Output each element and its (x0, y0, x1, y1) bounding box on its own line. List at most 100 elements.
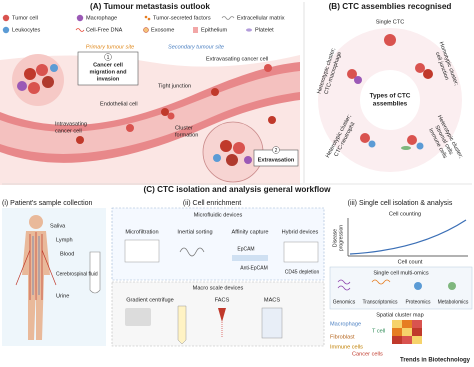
section-title: (ii) Cell enrichment (183, 200, 241, 207)
heat-cell (402, 320, 412, 328)
method-label: EpCAM (237, 246, 254, 252)
method-label: CD45 depletion (285, 269, 320, 275)
heat-cell (392, 328, 402, 336)
annotation: Cluster (175, 125, 193, 131)
legend-label: Platelet (255, 27, 274, 33)
primary-tumour (12, 54, 64, 106)
ctc (76, 136, 84, 144)
site-label: Primary tumour site (86, 44, 135, 50)
legend-label: Cell-Free DNA (86, 27, 123, 33)
ctc (167, 112, 175, 120)
cell-type-label: Cancer cells (352, 351, 383, 357)
stromal-cell (401, 146, 411, 150)
heat-cell (392, 320, 402, 328)
omics-label: Transcriptomics (362, 299, 398, 305)
legend-swatch (147, 17, 151, 21)
tumour-region (12, 54, 64, 106)
step-label: invasion (97, 76, 120, 82)
method-label: Affinity capture (232, 229, 269, 235)
omics-icon (371, 279, 391, 285)
leukocyte (50, 64, 58, 72)
step-label: Extravasation (258, 157, 295, 163)
legend-swatch (2, 26, 10, 34)
group-label: Microfluidic devices (194, 212, 243, 218)
analysis-label: Spatial cluster map (376, 312, 424, 318)
immune-cell (416, 142, 424, 150)
legend-swatch (144, 15, 148, 19)
tumor-cell (24, 68, 36, 80)
axis-title: progression (338, 225, 344, 251)
tumor-cell (28, 82, 40, 94)
vessel-lumen (0, 71, 300, 154)
sample-label: Saliva (50, 223, 66, 229)
device-icon (179, 247, 205, 257)
step-badge (104, 53, 112, 61)
analysis-label: Single cell multi-omics (373, 270, 429, 276)
tumor-cell (384, 34, 396, 46)
legend: Tumor cell Macrophage Tumor-secreted fac… (2, 14, 285, 34)
legend-label: Extracellular matrix (237, 15, 285, 21)
sample-label: Cerebrospinal fluid (56, 271, 98, 277)
cell-type-label: Fibroblast (330, 334, 355, 340)
omics-label: Genomics (333, 299, 356, 305)
step-label: Cancer cell (93, 62, 123, 68)
section-title: (i) Patient's sample collection (2, 200, 93, 207)
legend-label: Epithelium (201, 27, 227, 33)
sample-tube (89, 251, 101, 294)
leukocyte (213, 154, 221, 162)
human-body (15, 215, 57, 340)
device-icon (283, 241, 319, 263)
cell-type-label: Immune cells (330, 344, 363, 350)
group-label: Macro scale devices (193, 285, 244, 291)
tumor-cell (423, 69, 433, 79)
assembly-label: Single CTC (376, 19, 405, 25)
method-label: Microfiltration (125, 229, 158, 235)
site-label: Secondary tumour site (168, 44, 224, 50)
heat-cell (412, 328, 422, 336)
axis-title: Disease (332, 229, 338, 247)
section-title: (iii) Single cell isolation & analysis (348, 200, 453, 207)
omics-icon (337, 279, 351, 291)
cell-type-label: T cell (372, 328, 385, 334)
vessels (15, 232, 57, 300)
cell-type-label: Macrophage (330, 321, 361, 327)
heatmap (392, 320, 422, 344)
tumor-cell (233, 142, 245, 154)
method-label: Gradient centrifuge (126, 297, 174, 303)
heat-cell (402, 328, 412, 336)
omics-label: Metabolomics (438, 299, 469, 305)
annotation: Intravasating (55, 121, 87, 127)
center-label: assemblies (373, 101, 408, 108)
center-label: Types of CTC (370, 93, 411, 100)
ctc (268, 116, 276, 124)
method-label: Hybrid devices (282, 229, 319, 235)
tube (177, 305, 187, 345)
tumor-cell (360, 133, 370, 143)
heat-cell (412, 320, 422, 328)
macrophage (244, 156, 252, 164)
device-icon (232, 255, 268, 261)
heat-cell (402, 336, 412, 344)
axis-title: Cell count (398, 259, 423, 265)
assembly-center (360, 70, 420, 130)
trend-curve (349, 219, 467, 255)
facs-nozzle (218, 308, 226, 322)
tumor-cell (347, 69, 357, 79)
omics-icon (414, 282, 422, 290)
omics-icon (448, 282, 456, 290)
step-number: 2 (275, 148, 278, 154)
annotation: formation (175, 132, 198, 138)
step-badge (272, 146, 280, 154)
macrophage (17, 81, 27, 91)
annotation: Tight junction (158, 83, 191, 89)
footer: Trends in Biotechnology (400, 358, 471, 364)
head (29, 215, 43, 229)
panel-title: (B) CTC assemblies recognised (329, 2, 452, 11)
tumor-cell (220, 140, 232, 152)
annotation: cancer cell (55, 128, 82, 134)
legend-swatch (143, 27, 149, 33)
annotation: Endothelial cell (100, 101, 138, 107)
legend-label: Tumor-secreted factors (153, 15, 211, 21)
method-label: FACS (215, 297, 230, 303)
